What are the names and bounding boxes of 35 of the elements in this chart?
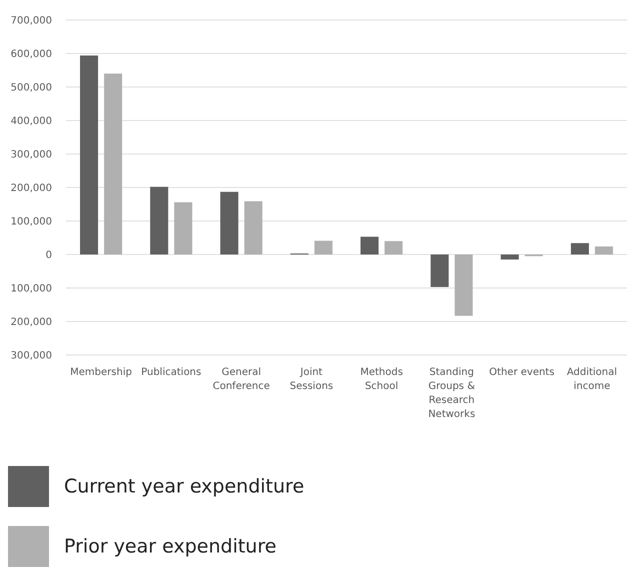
x-tick-label: Methods School [360, 367, 403, 392]
bar [314, 240, 332, 254]
bar [150, 186, 168, 254]
y-tick-label: 200,000 [10, 183, 52, 194]
legend-label: Prior year expenditure [64, 536, 276, 558]
bar [220, 192, 238, 254]
bar [454, 254, 473, 316]
bar [384, 241, 403, 254]
y-tick-label: 300,000 [10, 350, 52, 362]
x-tick-label: Publications [141, 367, 202, 378]
x-tick-label: Joint Sessions [290, 367, 334, 392]
y-tick-label: 700,000 [10, 16, 52, 26]
x-tick-label: Other events [489, 367, 554, 378]
bar [570, 243, 589, 254]
bar [104, 74, 122, 254]
y-tick-label: 300,000 [10, 150, 52, 160]
bar [500, 254, 519, 260]
y-tick-label: 600,000 [10, 49, 52, 60]
y-tick-label: 500,000 [10, 82, 52, 94]
y-tick-label: 100,000 [10, 216, 52, 228]
x-tick-label: Additional income [566, 367, 618, 392]
x-tick-label: Standing Groups & Research Networks [428, 367, 476, 420]
y-tick-label: 100,000 [10, 284, 52, 294]
bar [174, 202, 192, 254]
bar [80, 56, 98, 254]
y-tick-label: 0 [46, 250, 52, 261]
y-tick-label: 200,000 [10, 317, 52, 328]
x-tick-label: Membership [70, 367, 132, 378]
bar [244, 201, 262, 254]
legend-label: Current year expenditure [64, 476, 304, 498]
y-tick-label: 400,000 [10, 116, 52, 127]
bar [430, 254, 449, 287]
bar [594, 246, 613, 254]
bar [360, 236, 379, 254]
x-tick-label: General Conference [212, 367, 270, 392]
